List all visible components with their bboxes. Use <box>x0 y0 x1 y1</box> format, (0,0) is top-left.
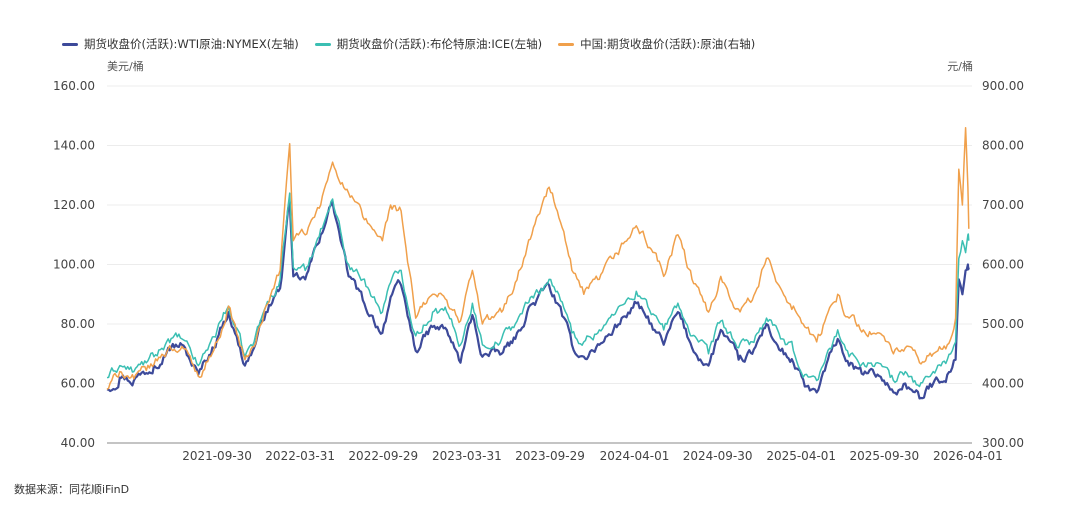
legend-label-brent: 期货收盘价(活跃):布伦特原油:ICE(左轴) <box>336 37 543 51</box>
right-axis-tick: 400.00 <box>982 377 1024 391</box>
right-axis-tick: 700.00 <box>982 198 1024 212</box>
brent-series-line <box>106 192 970 388</box>
x-axis-tick: 2024-09-30 <box>683 449 753 463</box>
legend-swatch-brent <box>314 42 331 46</box>
left-axis-tick: 100.00 <box>53 258 95 272</box>
axis-layer: 40.00 60.00 80.00 100.00 120.00 140.00 160.00 3… <box>53 79 1024 463</box>
x-axis-tick: 2021-09-30 <box>182 449 252 463</box>
legend-item-brent[interactable]: 期货收盘价(活跃):布伦特原油:ICE(左轴) <box>314 36 543 52</box>
chart-legend: 期货收盘价(活跃):WTI原油:NYMEX(左轴) 期货收盘价(活跃):布伦特原… <box>62 36 755 52</box>
right-axis-tick: 500.00 <box>982 317 1024 331</box>
x-axis-tick: 2025-09-30 <box>849 449 919 463</box>
legend-item-wti[interactable]: 期货收盘价(活跃):WTI原油:NYMEX(左轴) <box>62 36 299 52</box>
x-axis-tick: 2022-09-29 <box>348 449 418 463</box>
left-axis-tick: 160.00 <box>53 79 95 93</box>
legend-label-wti: 期货收盘价(活跃):WTI原油:NYMEX(左轴) <box>84 37 299 51</box>
series-layer <box>106 126 970 400</box>
x-axis-tick: 2025-04-01 <box>766 449 836 463</box>
legend-item-china[interactable]: 中国:期货收盘价(活跃):原油(右轴) <box>558 36 755 52</box>
x-axis-tick: 2023-03-31 <box>432 449 502 463</box>
left-axis-tick: 80.00 <box>61 317 95 331</box>
right-axis-tick: 300.00 <box>982 436 1024 450</box>
x-axis-tick: 2022-03-31 <box>265 449 335 463</box>
right-axis-tick: 600.00 <box>982 258 1024 272</box>
left-axis-unit: 美元/桶 <box>107 60 144 73</box>
right-axis-tick: 900.00 <box>982 79 1024 93</box>
left-axis-tick: 60.00 <box>61 377 95 391</box>
right-axis-tick: 800.00 <box>982 139 1024 153</box>
x-axis-tick: 2024-04-01 <box>600 449 670 463</box>
left-axis-tick: 140.00 <box>53 139 95 153</box>
china-crude-series-line <box>106 126 970 390</box>
left-axis-tick: 120.00 <box>53 198 95 212</box>
right-axis-unit: 元/桶 <box>947 60 973 73</box>
legend-swatch-china <box>558 42 575 46</box>
x-axis-tick: 2023-09-29 <box>515 449 585 463</box>
grid-layer <box>107 85 972 384</box>
x-axis-tick: 2026-04-01 <box>933 449 1003 463</box>
data-source-note: 数据来源：同花顺iFinD <box>14 483 130 496</box>
legend-swatch-wti <box>62 42 78 46</box>
left-axis-tick: 40.00 <box>61 436 95 450</box>
wti-series-line <box>106 200 970 400</box>
legend-label-china: 中国:期货收盘价(活跃):原油(右轴) <box>580 37 756 51</box>
